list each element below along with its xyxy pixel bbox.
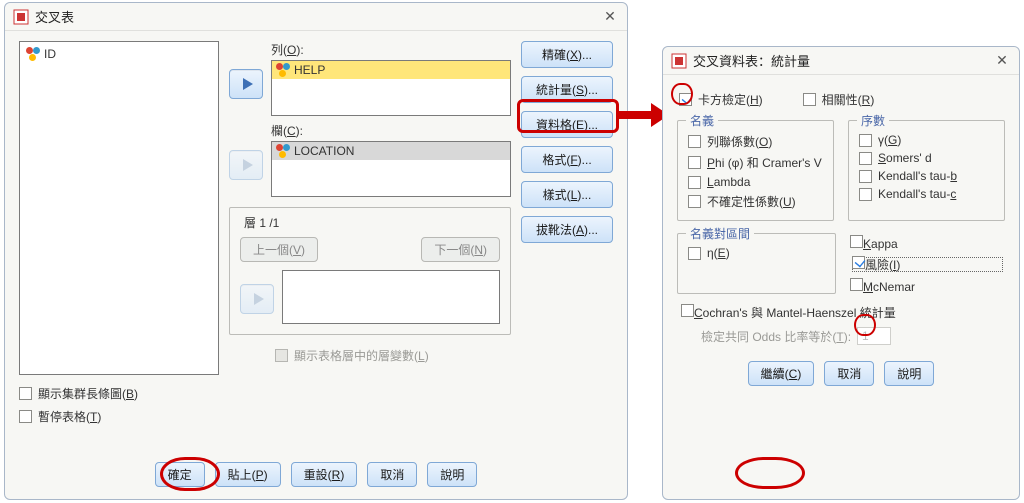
next-layer-button: 下一個(N)	[421, 237, 500, 262]
cols-list[interactable]: LOCATION	[271, 141, 511, 197]
interval-group: 名義對區間 η(E)	[677, 233, 836, 294]
reset-button[interactable]: 重設(R)	[291, 462, 358, 487]
help-button[interactable]: 說明	[884, 361, 934, 386]
kendall-b-check[interactable]: Kendall's tau-b	[859, 167, 994, 185]
show-layer-vars: 顯示表格層中的層變數(L)	[229, 347, 511, 364]
button-bar: 繼續(C) 取消 說明	[663, 351, 1019, 398]
cancel-button[interactable]: 取消	[824, 361, 874, 386]
somers-check[interactable]: Somers' d	[859, 149, 994, 167]
annotation-ring	[735, 457, 805, 489]
cols-label: 欄(C):	[271, 122, 511, 139]
ok-button[interactable]: 確定	[155, 462, 205, 487]
format-button[interactable]: 格式(F)...	[521, 146, 613, 173]
layer-legend: 層 1 /1	[240, 214, 283, 231]
gamma-check[interactable]: γ(G)	[859, 131, 994, 149]
layer-group: 層 1 /1 上一個(V) 下一個(N)	[229, 207, 511, 335]
correlations-check[interactable]: 相關性(R)	[803, 89, 875, 110]
titlebar: 交叉資料表：統計量 ✕	[663, 47, 1019, 75]
close-icon[interactable]: ✕	[601, 8, 619, 26]
list-item[interactable]: ID	[26, 46, 212, 62]
exact-button[interactable]: 精確(X)...	[521, 41, 613, 68]
var-icon	[276, 144, 290, 158]
misc-group: Kappa 風險(I) McNemar	[850, 233, 1005, 294]
dialog-title: 交叉資料表：統計量	[693, 51, 993, 70]
odds-row: 檢定共同 Odds 比率等於(T): 1	[681, 327, 1005, 345]
group-legend: 名義	[686, 112, 718, 129]
kendall-c-check[interactable]: Kendall's tau-c	[859, 185, 994, 203]
checkbox-icon	[275, 349, 288, 362]
var-label: HELP	[294, 63, 325, 77]
nominal-group: 名義 列聯係數(O) Phi (φ) 和 Cramer's V Lambda 不…	[677, 120, 834, 221]
paste-button[interactable]: 貼上(P)	[215, 462, 281, 487]
list-item[interactable]: HELP	[272, 61, 510, 79]
odds-input: 1	[857, 327, 891, 345]
prev-layer-button: 上一個(V)	[240, 237, 318, 262]
dialog-title: 交叉表	[35, 7, 601, 26]
uncertainty-check[interactable]: 不確定性係數(U)	[688, 191, 823, 212]
group-legend: 名義對區間	[686, 225, 754, 242]
suppress-tables-check[interactable]: 暫停表格(T)	[19, 408, 613, 425]
ordinal-group: 序數 γ(G) Somers' d Kendall's tau-b Kendal…	[848, 120, 1005, 221]
titlebar: 交叉表 ✕	[5, 3, 627, 31]
cluster-bar-check[interactable]: 顯示集群長條圖(B)	[19, 385, 613, 402]
statistics-button[interactable]: 統計量(S)...	[521, 76, 613, 103]
move-to-cols-button[interactable]	[229, 150, 263, 180]
help-button[interactable]: 說明	[427, 462, 477, 487]
move-to-layer-button[interactable]	[240, 284, 274, 314]
move-to-rows-button[interactable]	[229, 69, 263, 99]
chisquare-check[interactable]: 卡方檢定(H)	[679, 89, 763, 110]
mcnemar-check[interactable]: McNemar	[850, 278, 1005, 294]
bootstrap-button[interactable]: 拔靴法(A)...	[521, 216, 613, 243]
list-item[interactable]: LOCATION	[272, 142, 510, 160]
kappa-check[interactable]: Kappa	[850, 235, 1005, 251]
spss-icon	[671, 53, 687, 69]
side-button-column: 精確(X)... 統計量(S)... 資料格(E)... 格式(F)... 樣式…	[521, 41, 613, 375]
bottom-options: 顯示集群長條圖(B) 暫停表格(T)	[19, 385, 613, 425]
statistics-dialog: 交叉資料表：統計量 ✕ 卡方檢定(H) 相關性(R) 名義 列聯係數(O) Ph…	[662, 46, 1020, 500]
var-icon	[276, 63, 290, 77]
crosstabs-dialog: 交叉表 ✕ ID	[4, 2, 628, 500]
phi-check[interactable]: Phi (φ) 和 Cramer's V	[688, 152, 823, 173]
close-icon[interactable]: ✕	[993, 52, 1011, 70]
button-bar: 確定 貼上(P) 重設(R) 取消 說明	[5, 456, 627, 499]
lambda-check[interactable]: Lambda	[688, 173, 823, 191]
continue-button[interactable]: 繼續(C)	[748, 361, 815, 386]
cancel-button[interactable]: 取消	[367, 462, 417, 487]
rows-label: 列(O):	[271, 41, 511, 58]
var-label: ID	[44, 47, 56, 61]
rows-list[interactable]: HELP	[271, 60, 511, 116]
cochran-check[interactable]: Cochran's 與 Mantel-Haenszel 統計量	[681, 304, 1005, 321]
group-legend: 序數	[857, 112, 889, 129]
contingency-check[interactable]: 列聯係數(O)	[688, 131, 823, 152]
var-label: LOCATION	[294, 144, 354, 158]
style-button[interactable]: 樣式(L)...	[521, 181, 613, 208]
source-variable-list[interactable]: ID	[19, 41, 219, 375]
risk-check[interactable]: 風險(I)	[850, 255, 1005, 274]
eta-check[interactable]: η(E)	[688, 244, 825, 262]
spss-icon	[13, 9, 29, 25]
var-icon	[26, 47, 40, 61]
cells-button[interactable]: 資料格(E)...	[521, 111, 613, 138]
layer-list[interactable]	[282, 270, 500, 324]
